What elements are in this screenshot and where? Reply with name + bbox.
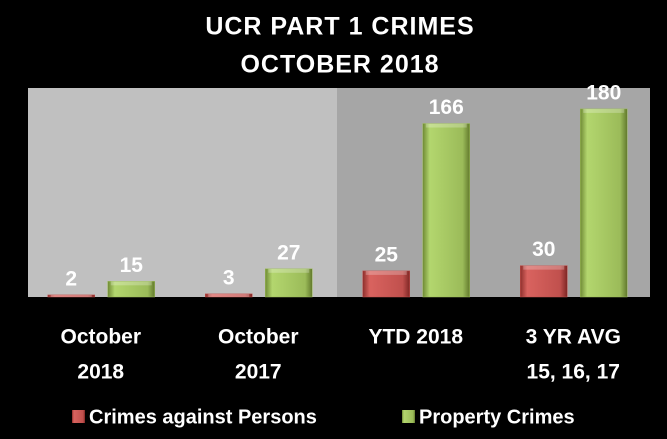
legend-label: Property Crimes [419,406,575,428]
x-tick-label: 15, 16, 17 [527,361,620,384]
x-tick-label: 3 YR AVG [526,326,621,349]
legend-swatch [72,410,85,423]
bar [107,281,155,298]
x-tick-label: 2017 [235,361,282,384]
bar [265,268,313,298]
legend-swatch [402,410,415,423]
bar [205,293,253,298]
x-tick-label: October [60,326,141,349]
bar-top [268,268,310,273]
chart-subtitle: OCTOBER 2018 [240,51,439,79]
data-label: 2 [65,267,77,290]
bar-top [523,265,565,270]
bar-top [50,294,92,297]
x-tick-label: October [218,326,299,349]
data-label: 180 [586,81,621,104]
bar [422,123,470,298]
bar [362,270,410,298]
bar-top [425,123,467,128]
bar-top [365,270,407,275]
bar [520,265,568,298]
bar-top [208,293,250,297]
bar-top [583,108,625,113]
data-label: 3 [223,266,235,289]
bar [47,294,95,298]
data-label: 25 [375,243,399,266]
data-label: 30 [532,238,555,261]
x-tick-label: 2018 [77,361,124,384]
legend-label: Crimes against Persons [89,406,317,428]
data-label: 27 [277,241,300,264]
bar [580,108,628,298]
x-tick-label: YTD 2018 [368,326,463,349]
chart-title: UCR PART 1 CRIMES [205,13,474,41]
plot-area-left [28,88,337,297]
data-label: 166 [429,96,464,119]
bar-top [110,281,152,286]
data-label: 15 [120,254,144,277]
